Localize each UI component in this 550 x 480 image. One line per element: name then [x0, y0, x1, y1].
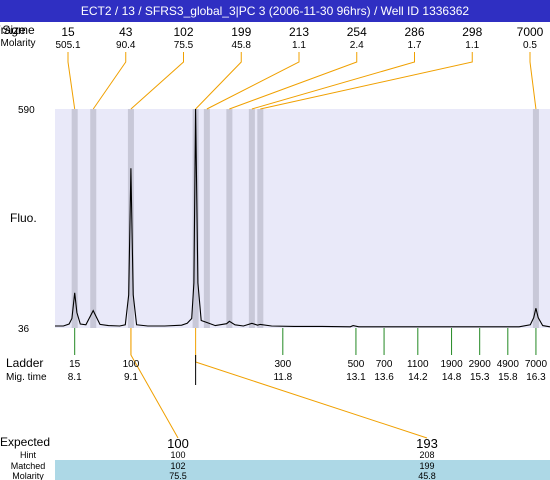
- fragment-connector: [529, 52, 537, 110]
- expected-connector: [130, 328, 179, 439]
- fragment-connector: [260, 52, 473, 110]
- fragment-size: 102: [173, 25, 193, 39]
- fragment-band: [71, 109, 78, 328]
- bottom-molarity-value: 45.8: [418, 471, 436, 480]
- fragment-connector: [195, 52, 242, 110]
- size-label: Size: [2, 23, 26, 37]
- fragment-connector: [251, 52, 415, 110]
- fragment-size: 286: [404, 25, 424, 39]
- ladder-time: 15.3: [470, 372, 490, 383]
- fragment-molarity: 1.1: [465, 40, 479, 51]
- fragment-band: [257, 109, 264, 328]
- ladder-time: 16.3: [526, 372, 546, 383]
- fragment-connector: [229, 52, 358, 110]
- fragment-molarity: 90.4: [116, 40, 136, 51]
- fragment-connector: [206, 52, 300, 110]
- ladder-size: 1100: [407, 359, 429, 370]
- fragment-molarity: 1.1: [292, 40, 306, 51]
- plot-area: [55, 109, 550, 328]
- matched-value: 199: [419, 461, 434, 471]
- ladder-time: 11.8: [273, 372, 292, 383]
- fragment-size: 254: [347, 25, 367, 39]
- fluorescence-trace: [55, 108, 550, 328]
- mig-time-label: Mig. time: [6, 372, 47, 383]
- fragment-size: 213: [289, 25, 309, 39]
- fragment-band: [192, 109, 199, 328]
- fragment-label: Fragme: [0, 23, 35, 37]
- fragment-molarity: 505.1: [55, 40, 80, 51]
- hint-value: 100: [170, 450, 185, 460]
- fragment-band: [203, 109, 210, 328]
- ladder-size: 15: [69, 359, 81, 370]
- ladder-time: 13.6: [374, 372, 394, 383]
- molarity-label: Molarity: [0, 38, 35, 49]
- fragment-molarity: 2.4: [350, 40, 364, 51]
- matched-label: Matched: [11, 461, 46, 471]
- bottom-molarity-label: Molarity: [12, 471, 44, 480]
- window-title: ECT2 / 13 / SFRS3_global_3|PC 3 (2006-11…: [0, 0, 550, 22]
- fluo-axis-label: Fluo.: [10, 211, 37, 225]
- fragment-band: [127, 109, 134, 328]
- ladder-time: 14.8: [442, 372, 462, 383]
- expected-label: Expected: [0, 435, 50, 449]
- ladder-size: 500: [348, 359, 365, 370]
- hint-value: 208: [419, 450, 434, 460]
- fragment-size: 15: [61, 25, 75, 39]
- bottom-molarity-value: 75.5: [169, 471, 187, 480]
- expected-connector: [195, 328, 428, 439]
- fragment-size: 298: [462, 25, 482, 39]
- ladder-time: 14.2: [408, 372, 428, 383]
- fragment-connector: [92, 52, 127, 110]
- ladder-label: Ladder: [6, 356, 43, 370]
- fragment-band: [248, 109, 255, 328]
- fragment-connector: [130, 52, 184, 110]
- fragment-band: [90, 109, 97, 328]
- fragment-band: [532, 109, 539, 328]
- y-tick-label: 590: [18, 105, 35, 116]
- ladder-time: 15.8: [498, 372, 518, 383]
- ladder-time: 9.1: [124, 372, 138, 383]
- ladder-size: 700: [376, 359, 393, 370]
- fragment-molarity: 1.7: [408, 40, 422, 51]
- fragment-size: 199: [231, 25, 251, 39]
- ladder-size: 4900: [497, 359, 520, 370]
- hint-label: Hint: [20, 450, 37, 460]
- ladder-time: 13.1: [346, 372, 366, 383]
- ladder-size: 1900: [440, 359, 463, 370]
- ladder-size: 2900: [469, 359, 492, 370]
- y-tick-label: 36: [18, 324, 30, 335]
- fragment-size: 43: [119, 25, 133, 39]
- ladder-size: 300: [274, 359, 291, 370]
- expected-value: 100: [167, 436, 189, 451]
- fragment-molarity: 0.5: [523, 40, 537, 51]
- expected-value: 193: [416, 436, 438, 451]
- ladder-size: 100: [123, 359, 140, 370]
- fragment-molarity: 75.5: [174, 40, 194, 51]
- fragment-connector: [67, 52, 76, 110]
- fragment-size: 7000: [517, 25, 544, 39]
- fragment-molarity: 45.8: [232, 40, 252, 51]
- matched-value: 102: [170, 461, 185, 471]
- fragment-band: [226, 109, 233, 328]
- matched-band: [55, 460, 550, 480]
- ladder-time: 8.1: [68, 372, 82, 383]
- ladder-size: 7000: [525, 359, 548, 370]
